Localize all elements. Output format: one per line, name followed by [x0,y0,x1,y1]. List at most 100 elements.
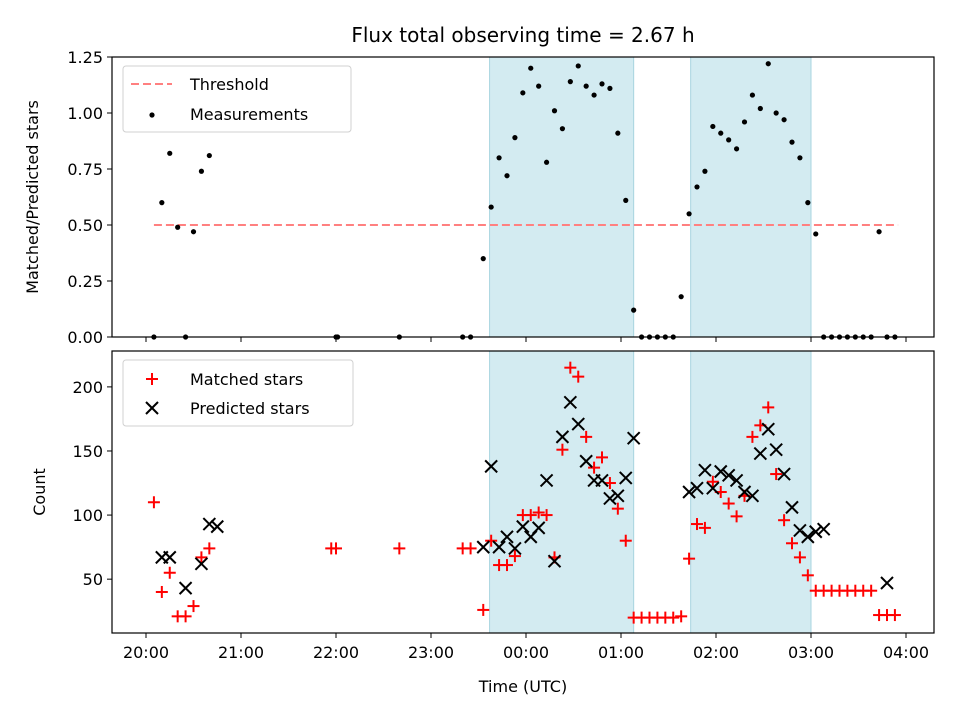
measurement-point [789,139,795,145]
measurement-point [567,79,573,85]
measurement-point [190,229,197,235]
predicted-star-point [500,530,514,544]
matched-star-point [683,552,696,565]
bottom-shaded-region [489,350,635,634]
measurement-point [718,130,724,136]
measurement-point [591,92,597,98]
measurement-point [686,211,692,217]
x-tick-label: 00:00 [503,643,549,662]
measurement-point [749,92,756,98]
measurement-point [615,130,621,136]
matched-star-point [524,509,537,522]
x-tick-label: 03:00 [788,643,834,662]
x-tick-label: 02:00 [693,643,739,662]
predicted-star-point [761,422,775,436]
x-tick-label: 22:00 [313,643,359,662]
matched-star-point [596,451,608,464]
bottom-y-tick-label: 200 [72,378,103,397]
predicted-star-point [484,459,498,474]
matched-star-point [187,600,200,613]
predicted-star-point [801,530,815,544]
measurement-point [543,159,550,165]
predicted-star-point [603,491,617,506]
measurement-point [765,61,771,67]
predicted-star-point [785,500,799,515]
top-panel: 0.00 0.25 0.50 0.75 1.00 1.25 Matched/Predict… [23,48,935,347]
measurement-point [198,168,205,174]
measurement-point [599,81,605,87]
predicted-star-point [531,521,546,535]
measurement-point [559,126,566,132]
matched-star-point [746,430,759,443]
matched-star-point [572,370,585,383]
matched-star-point [786,537,798,550]
x-axis-label: Time (UTC) [478,677,567,696]
predicted-star-point [714,464,728,479]
measurement-point [757,105,763,112]
matched-star-point [147,496,160,509]
matched-star-point [888,609,901,622]
predicted-star-point [516,519,530,534]
predicted-star-point [816,522,831,536]
legend-predicted-label: Predicted stars [190,399,310,418]
measurement-point [623,197,629,203]
measurement-point [710,123,716,130]
predicted-star-point [682,485,696,499]
matched-star-point [163,566,176,579]
predicted-star-point [539,473,554,488]
predicted-star-point [880,576,894,590]
matched-star-point [762,401,775,414]
measurement-point [167,150,173,156]
matched-star-point [203,542,216,555]
predicted-star-point [729,473,744,488]
bottom-shaded-region [690,350,812,634]
matched-star-point [179,610,192,623]
matched-star-point [675,610,688,623]
x-tick-label: 21:00 [218,643,264,662]
predicted-star-point [555,430,570,444]
predicted-star-point [706,481,720,495]
measurement-point [583,83,589,89]
predicted-star-point [611,489,625,503]
measurement-point [607,85,613,91]
matched-star-point [865,584,878,597]
predicted-star-point [163,550,177,565]
bottom-legend: Matched stars Predicted stars [122,359,354,427]
top-panel-frame [111,56,935,338]
measurement-point [496,155,502,161]
predicted-star-point [508,541,522,556]
x-tick-label: 20:00 [123,643,169,662]
measurement-point [551,108,558,114]
measurement-point [678,294,684,300]
chart-title: Flux total observing time = 2.67 h [351,23,694,47]
measurement-point [175,224,181,230]
matched-star-point [501,559,513,572]
matched-star-point [611,502,624,515]
measurement-point [781,117,787,123]
predicted-star-point [690,481,704,495]
matched-star-point [508,550,521,563]
matched-star-point [778,514,791,527]
matched-star-point [770,468,783,481]
measurement-point [702,168,708,174]
bottom-panel: 20:00 21:00 22:00 23:00 00:00 01:00 02:00 03:00… [30,350,935,696]
measurement-point [488,204,494,210]
matched-star-point [564,361,577,374]
measurement-point [575,63,581,69]
predicted-star-point [492,540,506,554]
top-y-tick-label: 1.25 [67,48,103,67]
legend-threshold-label: Threshold [189,75,269,94]
measurement-point [504,173,510,179]
predicted-star-point [579,454,593,468]
predicted-star-point [619,471,633,485]
measurement-point [480,256,486,262]
measurement-point [631,307,637,313]
matched-star-point [477,603,490,616]
top-ylabel: Matched/Predicted stars [23,100,42,294]
bottom-y-tick-label: 150 [72,442,103,461]
measurement-point [520,90,526,96]
top-y-tick-label: 0.50 [67,216,103,235]
matched-star-point [540,509,553,522]
x-tick-label: 01:00 [598,643,644,662]
predicted-star-point [737,485,752,499]
